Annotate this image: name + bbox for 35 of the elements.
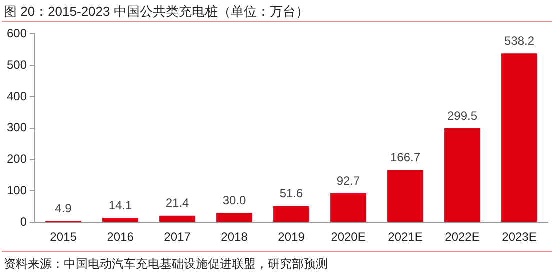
y-tick-label: 300 [6, 120, 28, 135]
y-tick-label: 100 [6, 184, 28, 198]
y-tick-label: 200 [6, 152, 28, 166]
data-label: 92.7 [336, 174, 361, 188]
y-tick-label: 400 [6, 89, 28, 104]
x-tick-label: 2017 [164, 230, 192, 244]
x-tick-label: 2016 [107, 230, 134, 244]
bar [330, 193, 366, 222]
bar [160, 216, 196, 222]
bar [502, 54, 538, 222]
chart-title: 图 20：2015-2023 中国公共类充电桩（单位：万台） [4, 3, 309, 21]
bar [216, 213, 252, 222]
y-tick-label: 600 [6, 26, 28, 41]
x-tick-label: 2015 [50, 230, 78, 244]
data-label: 166.7 [390, 150, 421, 165]
y-tick-label: 500 [6, 58, 28, 72]
data-label: 538.2 [504, 34, 535, 48]
text: 资料来源：中国电动汽车充电基础设施促进联盟，研究部预测 [4, 256, 328, 273]
bar [102, 218, 138, 222]
data-label: 51.6 [280, 186, 304, 201]
x-tick-label: 2023E [502, 230, 537, 244]
data-label: 299.5 [447, 108, 478, 123]
bar [274, 206, 310, 222]
data-label: 30.0 [222, 193, 247, 208]
x-tick-label: 2021E [388, 230, 423, 244]
data-label: 4.9 [55, 201, 72, 216]
x-tick-label: 2019 [278, 230, 306, 244]
bar [444, 128, 480, 222]
data-label: 21.4 [166, 196, 190, 210]
bar [388, 170, 424, 222]
x-tick-label: 2018 [221, 230, 248, 244]
y-tick-label: 0 [20, 214, 28, 229]
x-tick-label: 2022E [445, 230, 480, 244]
data-label: 14.1 [108, 198, 133, 212]
x-tick-label: 2020E [331, 230, 366, 244]
